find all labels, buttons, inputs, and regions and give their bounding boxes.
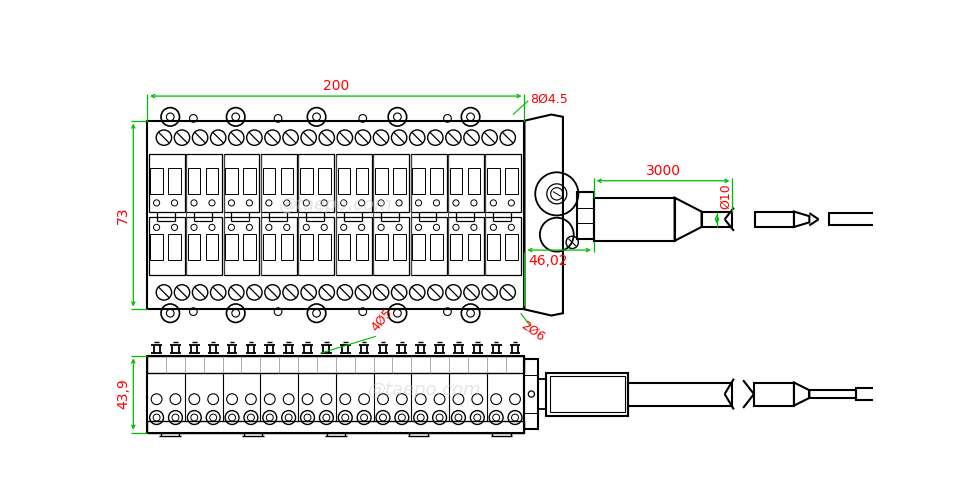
Bar: [468, 235, 481, 260]
Bar: [524, 359, 538, 429]
Bar: [393, 235, 406, 260]
Bar: [486, 154, 522, 212]
Bar: [538, 379, 546, 410]
Bar: [486, 217, 522, 275]
Bar: [151, 168, 163, 194]
Bar: [147, 121, 524, 309]
Text: 4Ø5: 4Ø5: [369, 306, 395, 334]
Bar: [411, 154, 447, 212]
Bar: [301, 168, 312, 194]
Bar: [468, 168, 481, 194]
Bar: [263, 235, 275, 260]
Bar: [168, 168, 181, 194]
Bar: [147, 356, 524, 433]
Bar: [594, 198, 674, 241]
Text: Ø10: Ø10: [719, 184, 733, 209]
Bar: [375, 235, 387, 260]
Bar: [186, 217, 222, 275]
Bar: [393, 168, 406, 194]
Bar: [338, 235, 350, 260]
Bar: [450, 168, 462, 194]
Bar: [577, 192, 594, 239]
Bar: [188, 235, 200, 260]
Bar: [168, 235, 181, 260]
Bar: [151, 235, 163, 260]
Bar: [226, 235, 237, 260]
Bar: [355, 235, 368, 260]
Bar: [224, 217, 260, 275]
Text: 8Ø4.5: 8Ø4.5: [530, 93, 568, 106]
Bar: [430, 168, 443, 194]
Bar: [243, 168, 256, 194]
Bar: [374, 217, 409, 275]
Bar: [149, 217, 185, 275]
Text: 43,9: 43,9: [116, 379, 130, 410]
Bar: [629, 383, 733, 406]
Bar: [318, 235, 331, 260]
Bar: [413, 235, 425, 260]
Bar: [430, 235, 443, 260]
Bar: [505, 235, 518, 260]
Bar: [505, 168, 518, 194]
Bar: [755, 212, 794, 227]
Bar: [299, 217, 335, 275]
Bar: [810, 390, 855, 398]
Bar: [829, 213, 879, 226]
Bar: [147, 421, 524, 433]
Bar: [449, 154, 484, 212]
Bar: [336, 217, 372, 275]
Bar: [450, 235, 462, 260]
Bar: [226, 168, 237, 194]
Bar: [375, 168, 387, 194]
Bar: [206, 168, 218, 194]
Bar: [149, 154, 185, 212]
Bar: [702, 212, 733, 227]
Bar: [374, 154, 409, 212]
Bar: [550, 376, 625, 412]
Bar: [280, 235, 293, 260]
Text: @taepo.com: @taepo.com: [279, 197, 393, 215]
Bar: [449, 217, 484, 275]
Bar: [224, 154, 260, 212]
Bar: [301, 235, 312, 260]
Bar: [206, 235, 218, 260]
Bar: [413, 168, 425, 194]
Text: 46,02: 46,02: [528, 254, 568, 268]
Text: 73: 73: [116, 206, 130, 224]
Bar: [318, 168, 331, 194]
Bar: [338, 168, 350, 194]
Bar: [355, 168, 368, 194]
Text: 3000: 3000: [645, 164, 680, 178]
Bar: [147, 356, 524, 372]
Bar: [855, 388, 879, 400]
Bar: [188, 168, 200, 194]
Bar: [263, 168, 275, 194]
Bar: [754, 383, 794, 406]
Bar: [546, 372, 629, 416]
Bar: [186, 154, 222, 212]
Bar: [487, 235, 500, 260]
Bar: [299, 154, 335, 212]
Bar: [487, 168, 500, 194]
Bar: [261, 217, 297, 275]
Bar: [411, 217, 447, 275]
Bar: [243, 235, 256, 260]
Bar: [336, 154, 372, 212]
Bar: [261, 154, 297, 212]
Text: @taepo.com: @taepo.com: [368, 381, 482, 399]
Text: 2Ø6: 2Ø6: [519, 318, 547, 344]
Bar: [280, 168, 293, 194]
Text: 200: 200: [323, 79, 349, 93]
